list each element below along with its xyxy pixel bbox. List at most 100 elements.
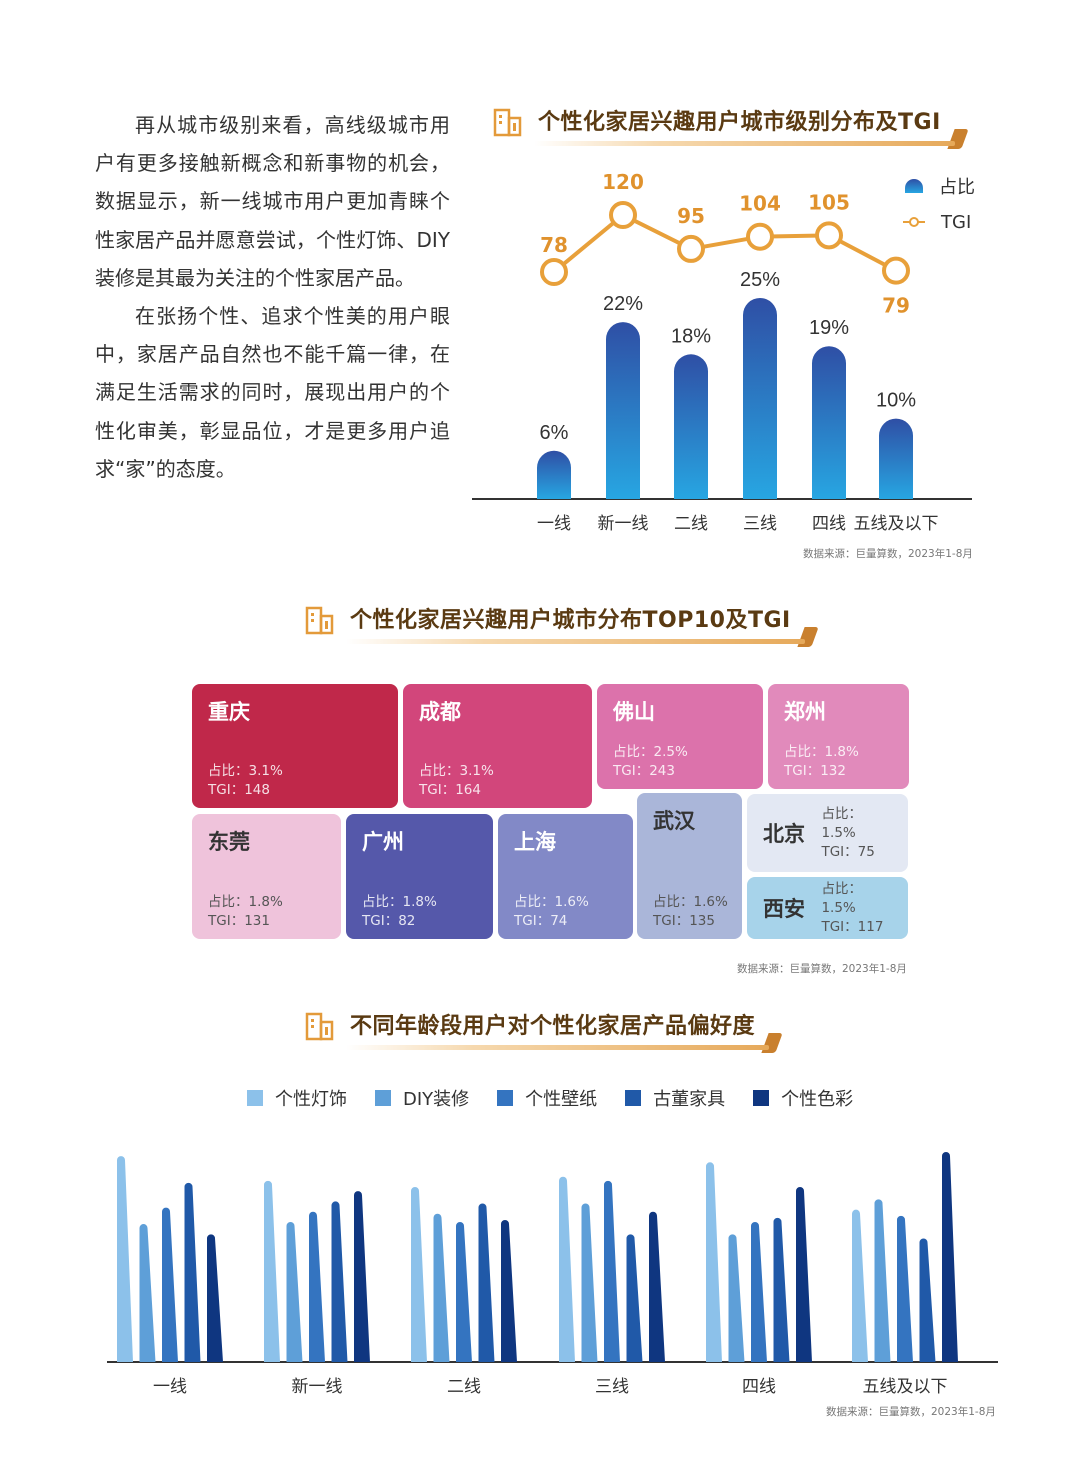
intro-paragraph-1: 再从城市级别来看，高线级城市用户有更多接触新概念和新事物的机会，数据显示，新一线… xyxy=(95,113,450,290)
legend-item: 个性灯饰 xyxy=(247,1085,347,1111)
bar-DIY装修 xyxy=(433,1213,450,1362)
bar-个性色彩 xyxy=(942,1152,958,1362)
bar-个性色彩 xyxy=(354,1191,370,1362)
bar-value-label: 6% xyxy=(540,422,569,444)
tgi-point xyxy=(609,201,637,229)
treemap-cell-chengdu: 成都 占比：3.1% TGI：164 xyxy=(403,684,592,808)
legend-swatch-icon xyxy=(753,1090,770,1106)
building-icon xyxy=(493,108,522,137)
treemap-cell-zhengzhou: 郑州 占比：1.8% TGI：132 xyxy=(768,684,909,789)
chart3-legend: 个性灯饰 DIY装修 个性壁纸 古董家具 个性色彩 xyxy=(247,1085,881,1111)
bar-个性灯饰 xyxy=(264,1180,280,1362)
legend-item-share: 占比 xyxy=(905,168,975,204)
tgi-point xyxy=(677,234,705,263)
legend-item: 个性壁纸 xyxy=(497,1085,597,1111)
bar-share xyxy=(537,450,571,499)
treemap-cell-foshan: 佛山 占比：2.5% TGI：243 xyxy=(597,684,763,789)
bar-个性壁纸 xyxy=(626,1234,643,1362)
bar-个性色彩 xyxy=(796,1187,812,1362)
treemap-cell-guangzhou: 广州 占比：1.8% TGI：82 xyxy=(346,814,493,939)
section-header-city-level: 个性化家居兴趣用户城市级别分布及TGI xyxy=(492,104,965,146)
bar-share xyxy=(879,418,913,499)
bar-share xyxy=(743,298,777,499)
bar-share xyxy=(812,346,846,499)
intro-paragraph-2: 在张扬个性、追求个性美的用户眼中，家居产品自然也不能千篇一律，在满足生活需求的同… xyxy=(95,304,450,481)
x-tick-label: 新一线 xyxy=(598,514,649,534)
tgi-value-label: 120 xyxy=(602,170,644,194)
legend-swatch-icon xyxy=(625,1090,642,1106)
tgi-point xyxy=(746,222,774,251)
legend-item-tgi: TGI xyxy=(903,204,975,240)
section-header-top10: 个性化家居兴趣用户城市分布TOP10及TGI xyxy=(304,602,815,644)
bar-个性壁纸 xyxy=(773,1217,790,1362)
treemap-cell-beijing: 北京 占比：1.5% TGI：75 xyxy=(747,794,908,872)
building-icon xyxy=(305,606,334,635)
x-tick-label: 四线 xyxy=(742,1377,776,1397)
bar-古董家具 xyxy=(604,1180,620,1362)
treemap-cell-chongqing: 重庆 占比：3.1% TGI：148 xyxy=(192,684,398,808)
bar-value-label: 22% xyxy=(603,293,643,315)
treemap-cell-shanghai: 上海 占比：1.6% TGI：74 xyxy=(498,814,633,939)
bar-share xyxy=(606,322,640,499)
bar-个性色彩 xyxy=(207,1234,223,1362)
treemap-cell-wuhan: 武汉 占比：1.6% TGI：135 xyxy=(637,793,742,939)
tgi-value-label: 95 xyxy=(677,204,705,228)
bar-个性壁纸 xyxy=(184,1182,201,1362)
bar-个性壁纸 xyxy=(919,1238,936,1362)
chart1-legend: 占比 TGI xyxy=(903,168,975,240)
tgi-value-label: 104 xyxy=(739,192,781,216)
bar-古董家具 xyxy=(162,1207,178,1362)
bar-个性灯饰 xyxy=(411,1187,427,1362)
city-level-chart: 6% 一线 22% 新一线 18% 二线 25% 三线 19% 四线 10% 五线及以下 78 120 95… xyxy=(472,170,972,534)
line-swatch-icon xyxy=(903,215,925,229)
legend-item: 古董家具 xyxy=(625,1085,725,1111)
bar-value-label: 19% xyxy=(809,317,849,339)
bar-value-label: 18% xyxy=(671,325,711,347)
x-tick-label: 一线 xyxy=(537,514,571,534)
source-note-3: 数据来源：巨量算数，2023年1-8月 xyxy=(826,1406,996,1418)
x-tick-label: 一线 xyxy=(153,1377,187,1397)
legend-swatch-icon xyxy=(375,1090,391,1106)
bar-个性灯饰 xyxy=(852,1209,868,1362)
bar-DIY装修 xyxy=(581,1203,598,1362)
treemap-cell-dongguan: 东莞 占比：1.8% TGI：131 xyxy=(192,814,341,939)
age-preference-chart: 一线 新一线 二线 三线 四线 五线及以下 xyxy=(107,1152,998,1397)
intro-text: 再从城市级别来看，高线级城市用户有更多接触新概念和新事物的机会，数据显示，新一线… xyxy=(95,106,450,488)
bar-value-label: 25% xyxy=(740,269,780,291)
section-title: 个性化家居兴趣用户城市分布TOP10及TGI xyxy=(350,608,791,633)
tgi-value-label: 78 xyxy=(540,233,568,257)
bar-古董家具 xyxy=(897,1215,913,1362)
bar-share xyxy=(674,354,708,499)
section-title: 不同年龄段用户对个性化家居产品偏好度 xyxy=(350,1014,756,1039)
tgi-value-label: 105 xyxy=(808,190,850,214)
legend-item: DIY装修 xyxy=(375,1085,469,1111)
x-tick-label: 五线及以下 xyxy=(863,1377,948,1397)
x-tick-label: 二线 xyxy=(447,1377,481,1397)
bar-DIY装修 xyxy=(728,1234,745,1362)
legend-swatch-icon xyxy=(247,1090,263,1106)
legend-item: 个性色彩 xyxy=(753,1085,853,1111)
x-tick-label: 二线 xyxy=(674,514,708,534)
bar-DIY装修 xyxy=(286,1222,303,1362)
x-tick-label: 三线 xyxy=(595,1377,629,1397)
x-tick-label: 五线及以下 xyxy=(854,514,939,534)
bar-个性灯饰 xyxy=(706,1162,722,1362)
source-note-2: 数据来源：巨量算数，2023年1-8月 xyxy=(737,963,907,975)
tgi-point xyxy=(882,256,910,285)
section-header-age-preference: 不同年龄段用户对个性化家居产品偏好度 xyxy=(304,1008,779,1050)
bar-个性色彩 xyxy=(649,1211,665,1362)
building-icon xyxy=(305,1012,334,1041)
bar-个性灯饰 xyxy=(559,1176,575,1362)
bar-DIY装修 xyxy=(139,1224,156,1362)
legend-swatch-icon xyxy=(497,1090,514,1106)
section-title: 个性化家居兴趣用户城市级别分布及TGI xyxy=(538,110,941,135)
bar-个性灯饰 xyxy=(117,1156,133,1362)
tgi-point xyxy=(540,258,568,286)
tgi-line xyxy=(552,212,897,274)
source-note-1: 数据来源：巨量算数，2023年1-8月 xyxy=(803,548,973,560)
bar-古董家具 xyxy=(309,1211,325,1362)
tgi-point xyxy=(815,221,843,250)
bar-swatch-icon xyxy=(905,179,923,193)
bar-个性色彩 xyxy=(501,1219,517,1362)
treemap-cell-xian: 西安 占比：1.5% TGI：117 xyxy=(747,877,908,939)
